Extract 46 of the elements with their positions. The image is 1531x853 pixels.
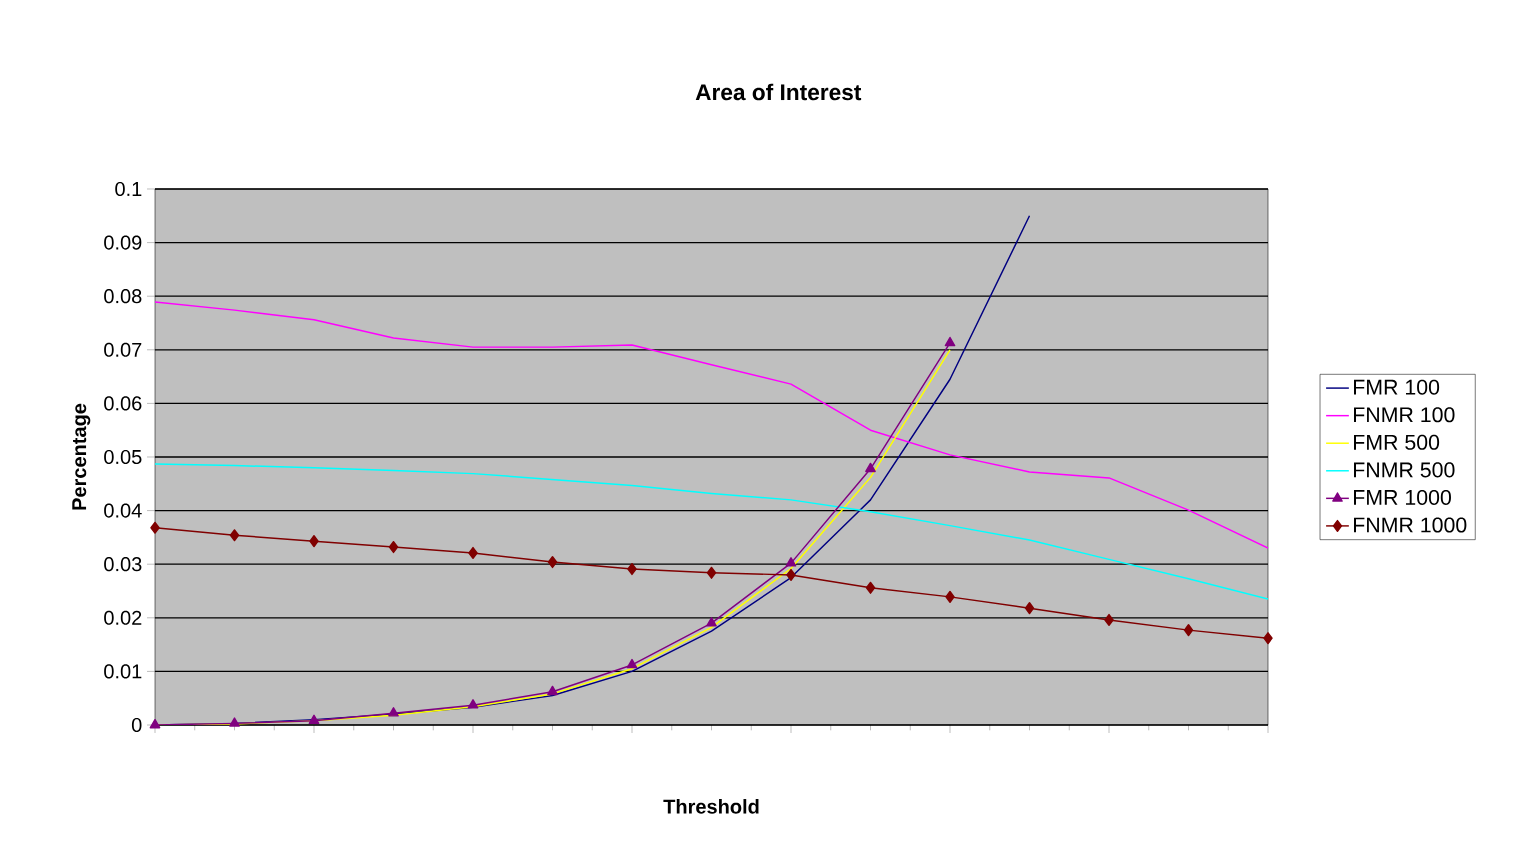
line-series (155, 301, 1269, 549)
legend-label: FMR 100 (1354, 379, 1440, 395)
point (149, 718, 161, 729)
point (785, 557, 797, 567)
y-tick-label: 0 (131, 717, 142, 733)
point (150, 521, 160, 534)
point (1104, 613, 1114, 627)
y-axis-title: Percentage (72, 403, 91, 510)
legend-label: FNMR 500 (1354, 462, 1455, 478)
y-tick-label: 0.1 (115, 181, 142, 197)
y-tick-label: 0.02 (104, 610, 142, 625)
y-tick-label: 0.09 (104, 235, 142, 250)
point (865, 462, 876, 473)
point (309, 535, 319, 548)
y-tick-label: 0.07 (104, 342, 142, 357)
point (945, 590, 955, 603)
legend-label: FMR 1000 (1354, 489, 1451, 505)
y-tick-label: 0.08 (104, 289, 142, 304)
legend-label: FNMR 100 (1354, 407, 1455, 423)
point (1263, 632, 1273, 645)
point (308, 714, 320, 725)
legend-label: FMR 500 (1354, 434, 1440, 450)
y-tick-label: 0.06 (104, 396, 142, 411)
point (468, 546, 478, 560)
point (547, 685, 558, 696)
point (229, 529, 240, 542)
y-tick-label: 0.01 (104, 664, 142, 679)
point (865, 581, 876, 594)
y-tick-label: 0.05 (104, 449, 142, 465)
point (786, 568, 796, 581)
point (547, 555, 558, 569)
y-tick-label: 0.04 (104, 503, 142, 518)
point (626, 658, 638, 669)
chart-title: Area of Interest (695, 83, 862, 101)
y-tick-label: 0.03 (104, 557, 142, 572)
point (706, 566, 717, 579)
point (627, 562, 637, 576)
point (388, 540, 399, 554)
point (1024, 602, 1035, 615)
point (706, 617, 717, 627)
legend-label: FNMR 1000 (1354, 517, 1467, 533)
point (388, 707, 399, 717)
point (1183, 624, 1194, 637)
x-axis-title: Threshold (663, 799, 759, 814)
point (467, 699, 479, 709)
point (229, 717, 240, 727)
